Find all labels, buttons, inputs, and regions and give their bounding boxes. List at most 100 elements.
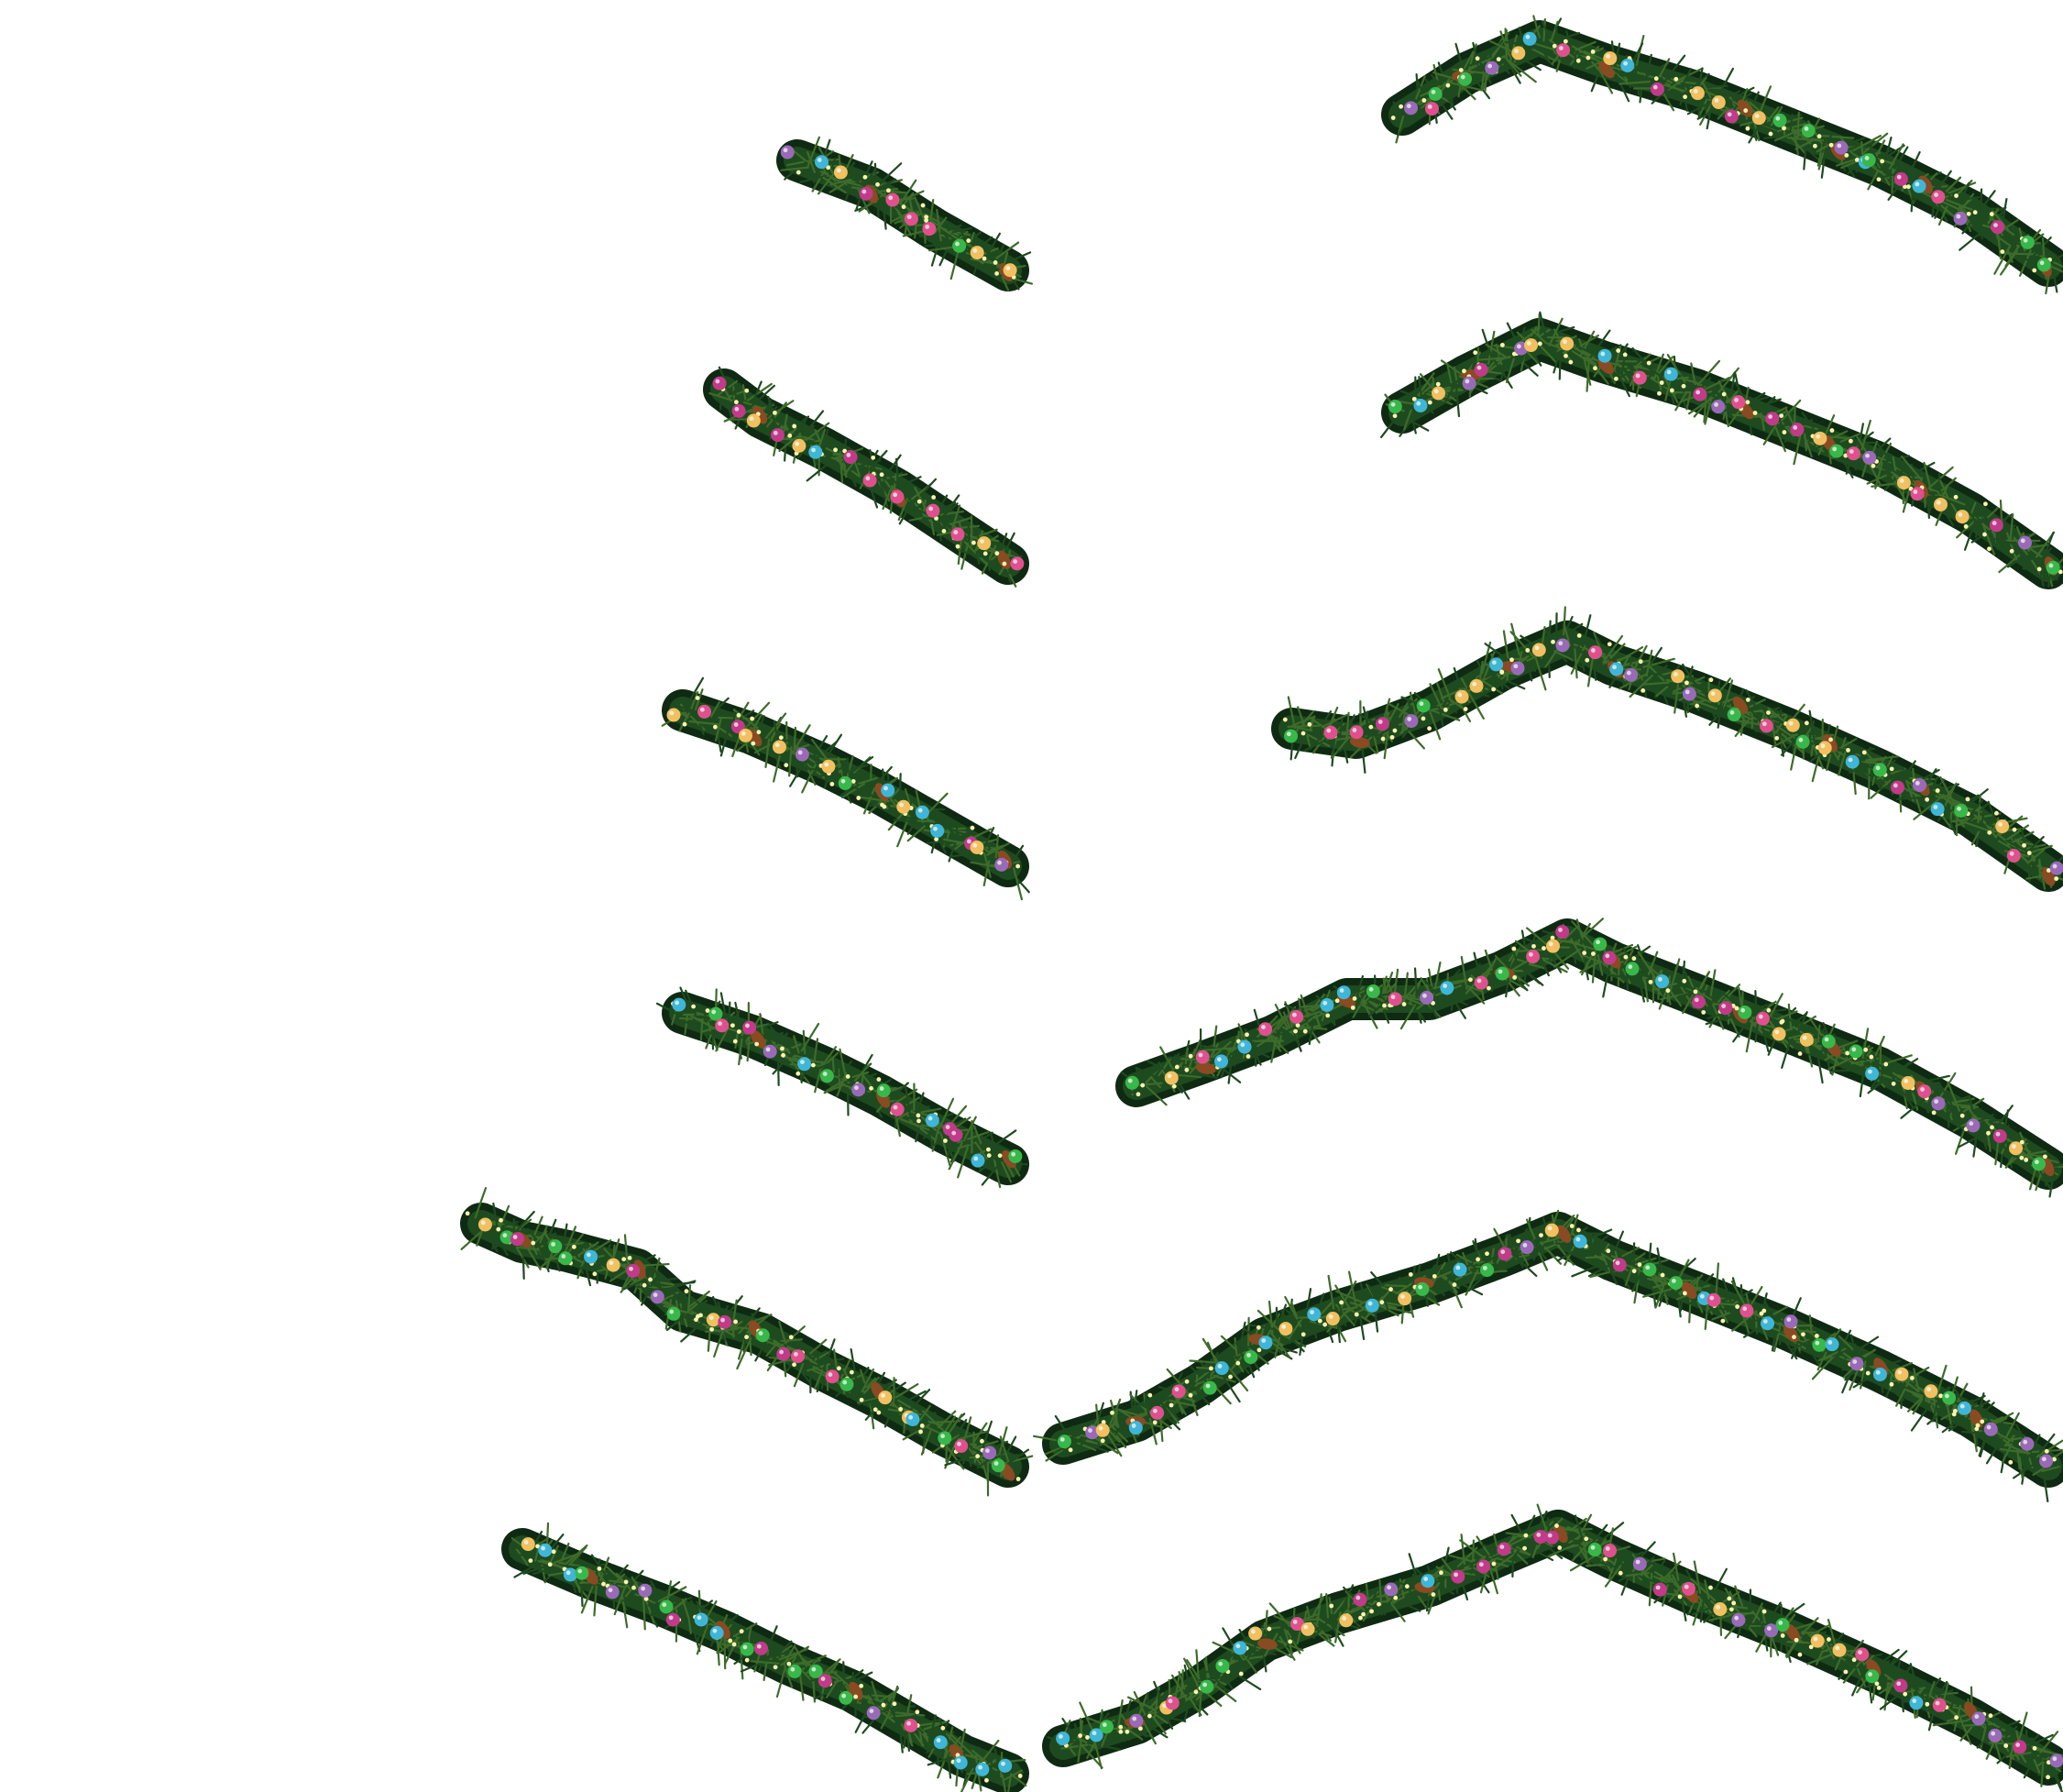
ornament-bulb (1795, 734, 1810, 749)
ornament-highlight (1786, 1317, 1792, 1322)
pine-needle (766, 1643, 782, 1658)
pine-needle (845, 755, 854, 780)
ornament-bulb (1865, 1066, 1880, 1081)
ornament-highlight (1995, 1131, 2001, 1137)
ornament-highlight (1286, 731, 1291, 737)
fairy-light (876, 1077, 882, 1082)
ornament-bulb (708, 1006, 723, 1021)
ornament-highlight (1986, 1424, 1992, 1430)
ornament-bulb (1307, 1307, 1322, 1322)
pine-needle (825, 733, 842, 759)
pine-needle (1804, 433, 1808, 452)
fairy-light (1452, 1282, 1457, 1287)
fairy-light (682, 721, 687, 727)
ornament-highlight (1600, 351, 1606, 357)
pine-needle (1554, 26, 1559, 48)
ornament-highlight (1217, 1364, 1223, 1369)
ornament-bulb (938, 1431, 952, 1446)
pine-needle (1981, 517, 1992, 530)
ornament-bulb (1731, 395, 1746, 410)
fairy-light (1485, 1251, 1489, 1257)
ornament-highlight (1666, 369, 1672, 375)
fairy-light (1300, 1332, 1306, 1337)
pine-needle (1968, 501, 1977, 521)
ornament-bulb (1520, 1240, 1534, 1255)
pine-needle (1558, 352, 1562, 380)
pine-needle (1645, 649, 1653, 677)
fairy-light (1659, 380, 1664, 385)
ornament-bulb (930, 823, 945, 838)
ornament-highlight (940, 1434, 945, 1439)
pine-needle (1495, 361, 1513, 389)
fairy-light (1683, 94, 1687, 100)
pine-needle (789, 757, 808, 787)
pine-needle (1703, 394, 1707, 423)
pine-needle (1575, 345, 1603, 359)
ornament-highlight (1694, 997, 1699, 1003)
ornament-bulb (1783, 1314, 1798, 1329)
fairy-light (1641, 687, 1646, 693)
ornament-highlight (967, 839, 971, 844)
pine-needle (793, 1035, 800, 1054)
pine-needle (1786, 137, 1822, 142)
pine-needle (1534, 657, 1547, 691)
fairy-light (531, 1240, 536, 1246)
pine-needle (828, 177, 854, 193)
fairy-light (1256, 1325, 1261, 1330)
pine-needle (1583, 357, 1592, 386)
pine-needle (783, 413, 788, 433)
fairy-light (1462, 368, 1466, 374)
pine-needle (1561, 647, 1583, 668)
ornament-highlight (512, 1235, 518, 1239)
pine-needle (839, 451, 844, 484)
fairy-light (916, 1113, 921, 1118)
fairy-light (733, 1319, 739, 1325)
pine-needle (2027, 848, 2046, 863)
ornament-highlight (1852, 1359, 1858, 1364)
pine-needle (1505, 357, 1515, 384)
ornament-bulb (1957, 1401, 1971, 1415)
ornament-highlight (675, 1000, 680, 1006)
pine-needle (1574, 643, 1578, 679)
fairy-light (970, 825, 975, 830)
ornament-bulb (1845, 754, 1860, 769)
ornament-highlight (697, 1615, 702, 1621)
fairy-light (465, 1211, 470, 1216)
fairy-light (705, 1008, 710, 1013)
pine-needle (2004, 824, 2030, 841)
pine-needle (1399, 410, 1420, 437)
pine-needle (580, 1585, 594, 1614)
ornament-highlight (1768, 414, 1772, 419)
pine-needle (1443, 391, 1457, 401)
fairy-light (627, 1255, 632, 1260)
pine-needle (1796, 111, 1800, 140)
ornament-highlight (1476, 365, 1482, 370)
pine-needle (1871, 481, 1903, 488)
fairy-light (1843, 453, 1849, 458)
pine-needle (709, 700, 720, 718)
ornament-bulb (1931, 1096, 1946, 1111)
ornament-highlight (1005, 266, 1011, 270)
pine-needle (1881, 172, 1898, 179)
pine-needle (1387, 718, 1401, 731)
fairy-light (916, 1118, 921, 1124)
fairy-light (1496, 57, 1501, 62)
ornament-highlight (629, 1266, 633, 1271)
ornament-bulb (1706, 1292, 1721, 1307)
fairy-light (1987, 546, 1992, 552)
pine-needle (1429, 683, 1443, 709)
ornament-highlight (1742, 1306, 1748, 1312)
pine-needle (1838, 737, 1858, 750)
ornament-highlight (1816, 434, 1821, 439)
pine-needle (1355, 734, 1389, 745)
pine-needle (2027, 835, 2045, 852)
pine-needle (1619, 81, 1651, 85)
ornament-bulb (1388, 400, 1402, 414)
ornament-bulb (1522, 31, 1537, 46)
ornament-bulb (1612, 1258, 1627, 1272)
ornament-bulb (1556, 43, 1571, 58)
ornament-highlight (893, 492, 898, 498)
ornament-highlight (1775, 115, 1781, 121)
pine-needle (821, 1658, 841, 1676)
ornament-highlight (1596, 940, 1600, 945)
